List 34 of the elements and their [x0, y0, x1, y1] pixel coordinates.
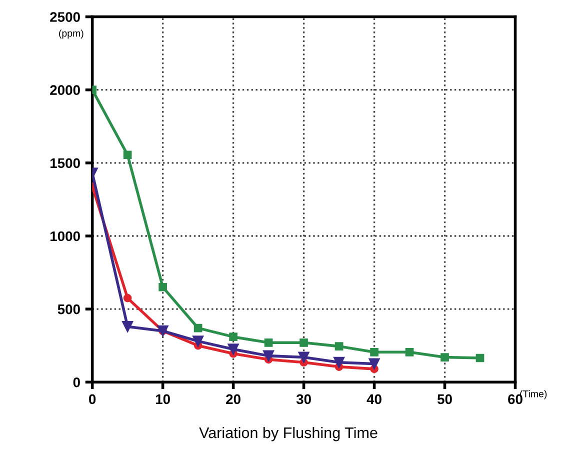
- x-tick-label: 0: [89, 394, 96, 404]
- point: [440, 353, 449, 362]
- point: [158, 282, 167, 292]
- text: Variation by Flushing Time: [199, 426, 378, 442]
- point: [123, 150, 132, 160]
- x-tick-label: 40: [366, 394, 382, 404]
- x-tick-label: 20: [226, 394, 240, 404]
- y-tick-label: 2500: [50, 12, 80, 22]
- point: [370, 348, 378, 356]
- point: [229, 332, 238, 341]
- point: [194, 324, 202, 332]
- point: [123, 294, 132, 302]
- point: [262, 350, 274, 362]
- x-tick-label: 50: [437, 394, 452, 404]
- point: [264, 338, 273, 347]
- point: [333, 356, 345, 368]
- y-tick-label: 500: [58, 304, 80, 314]
- point: [300, 338, 308, 347]
- y-tick-label: 1000: [50, 231, 80, 242]
- y-axis-title: (ppm): [59, 30, 84, 39]
- point: [192, 336, 204, 347]
- x-tick-label: 60: [508, 394, 522, 404]
- y-tick-label: 2000: [50, 85, 80, 96]
- x-tick-label: 30: [296, 394, 311, 404]
- point: [298, 352, 310, 363]
- point: [368, 358, 380, 370]
- point: [122, 321, 134, 332]
- x-tick-label: 10: [156, 394, 170, 404]
- y-tick-label: 0: [73, 377, 80, 388]
- point: [334, 342, 344, 350]
- y-tick-label: 1500: [50, 158, 80, 168]
- point: [476, 354, 484, 362]
- point: [228, 344, 239, 355]
- point: [405, 348, 414, 356]
